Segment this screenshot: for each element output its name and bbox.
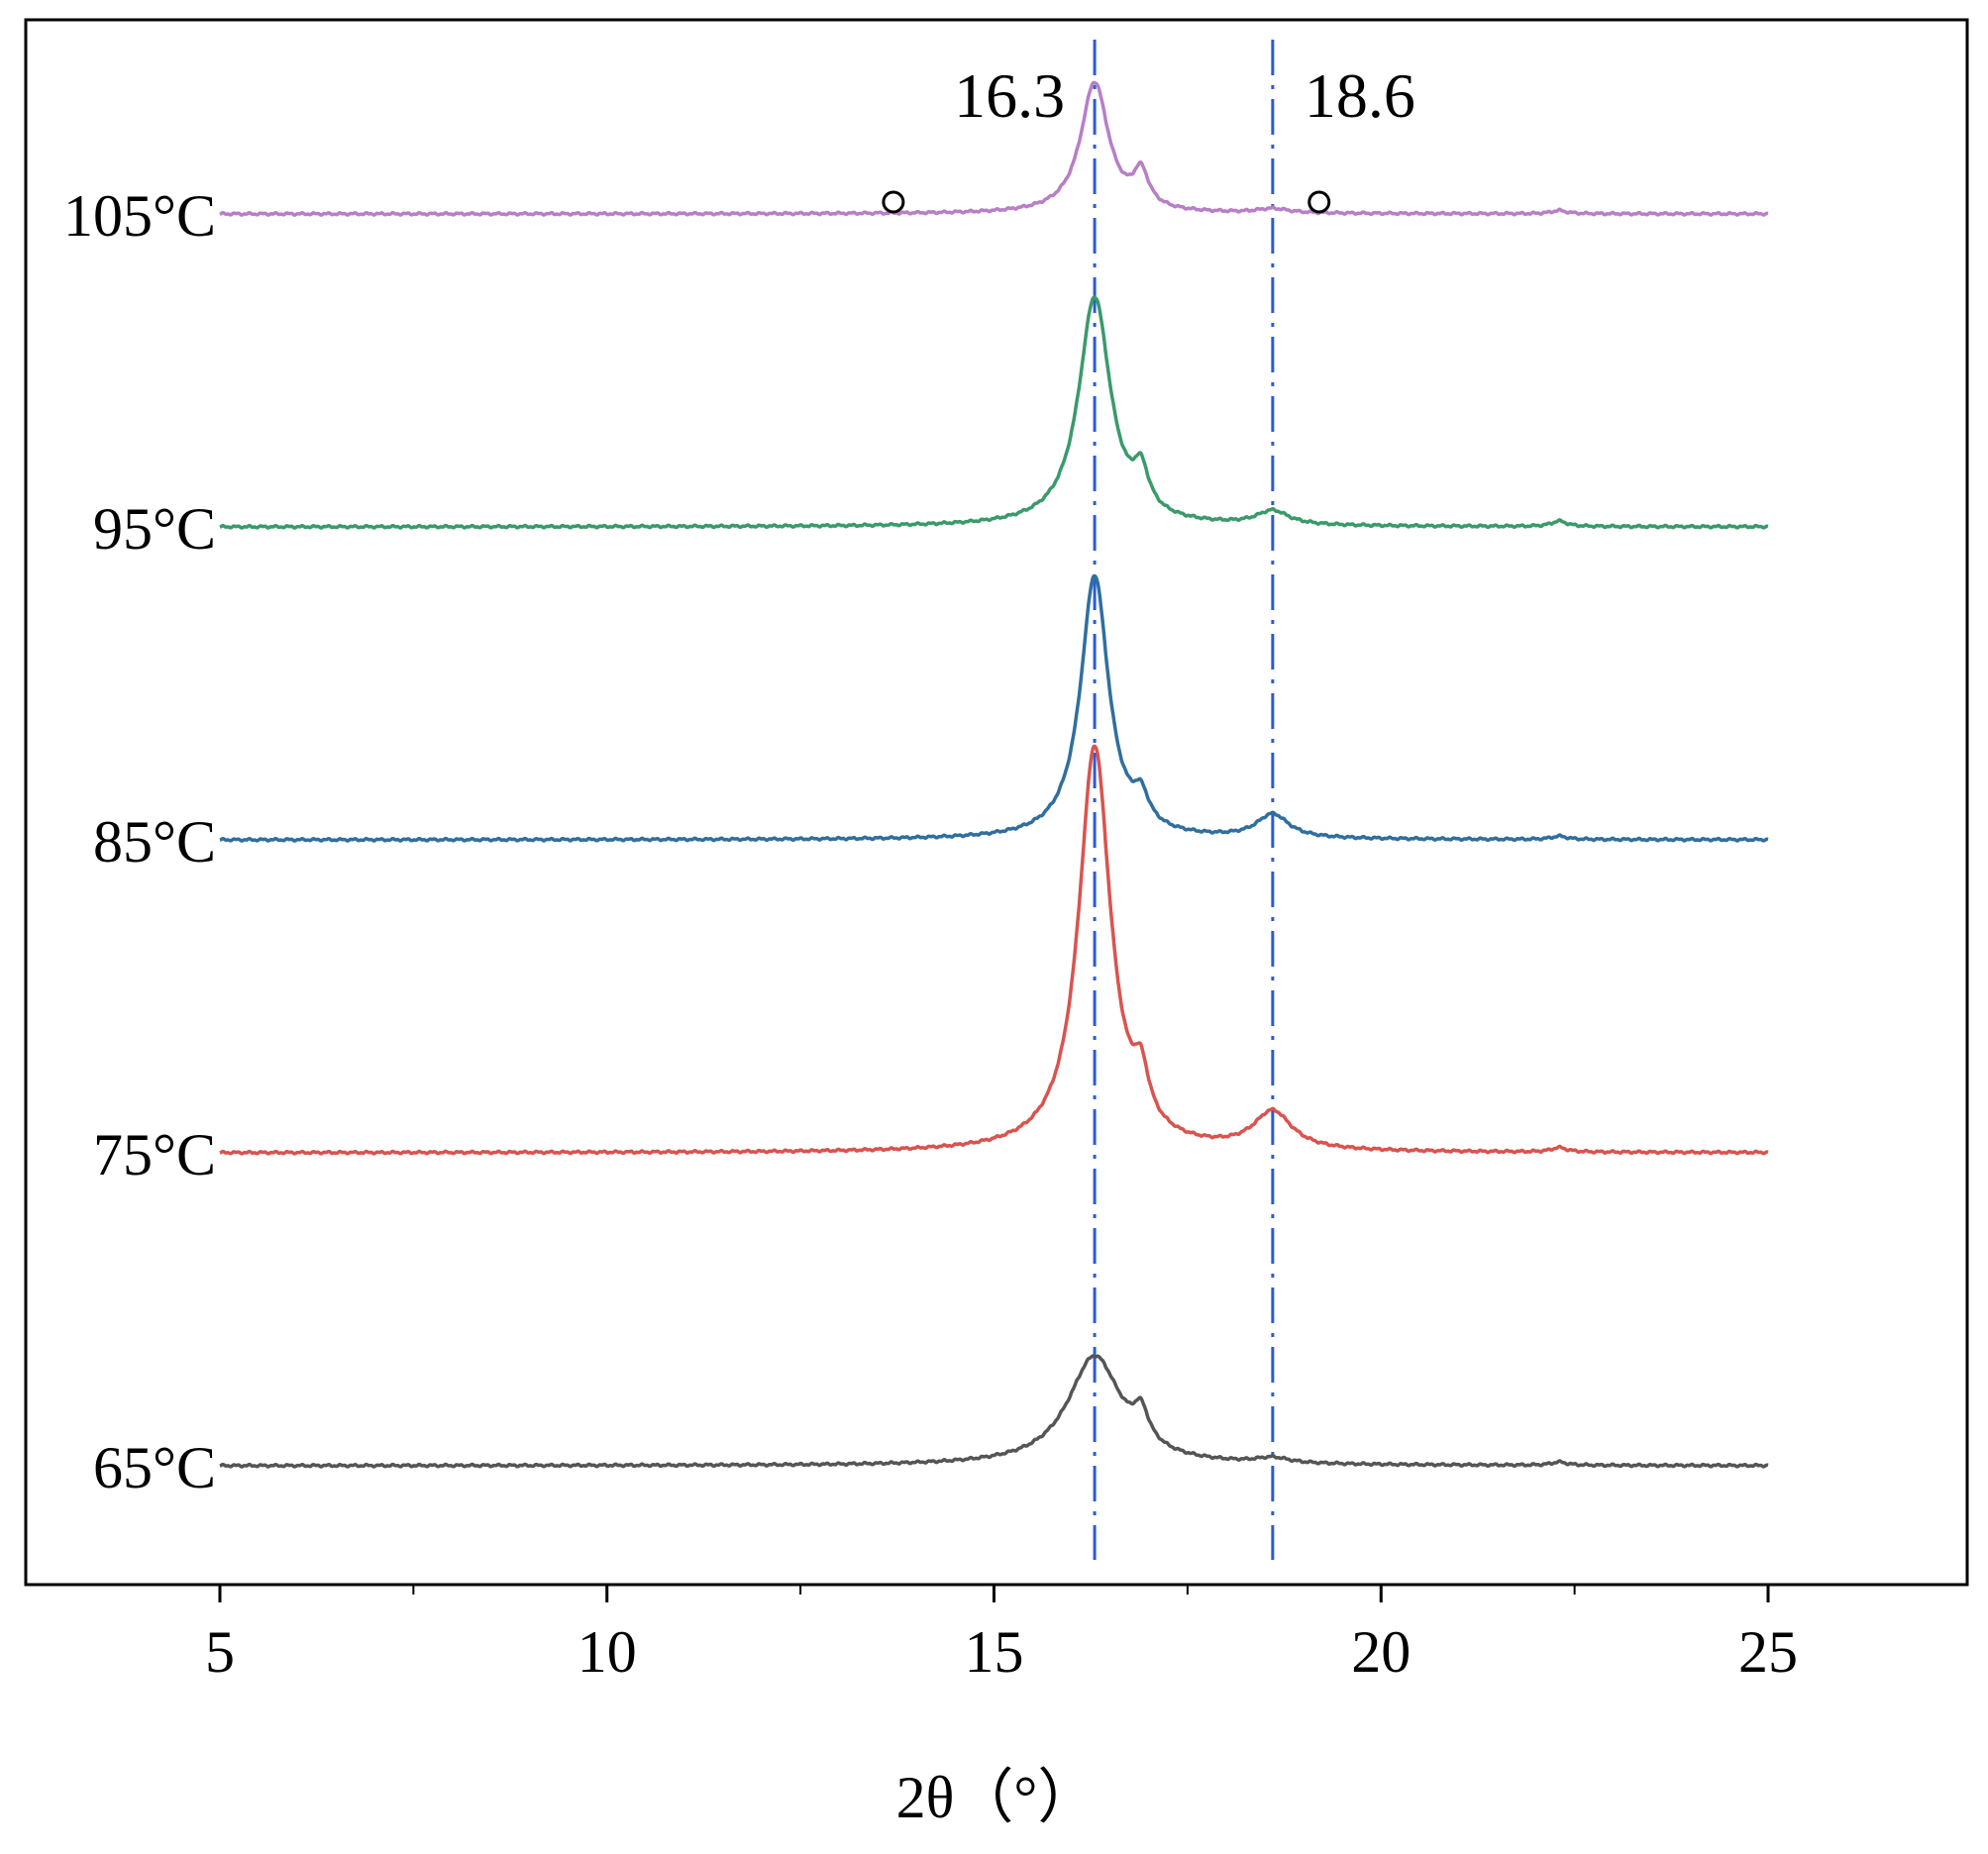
series-label-65°C: 65°C	[93, 1435, 216, 1500]
peak-label-18.6: 18.6	[1305, 60, 1415, 131]
x-tick-label-25: 25	[1738, 1619, 1798, 1685]
series-line-65°C	[219, 1354, 1769, 1469]
x-tick-label-15: 15	[965, 1619, 1024, 1685]
series-label-105°C: 105°C	[63, 183, 216, 249]
series-line-75°C	[219, 744, 1769, 1156]
series-line-85°C	[219, 573, 1769, 843]
x-tick-label-5: 5	[205, 1619, 235, 1685]
x-tick-label-20: 20	[1351, 1619, 1411, 1685]
series-label-85°C: 85°C	[93, 809, 216, 875]
peak-labels: 16.3 18.6	[954, 60, 1415, 131]
x-tick-label-10: 10	[577, 1619, 637, 1685]
series-line-95°C	[219, 295, 1769, 530]
series-label-95°C: 95°C	[93, 496, 216, 562]
series-group	[219, 80, 1769, 1469]
peak-lines	[1093, 40, 1275, 1560]
marker-circle-0	[882, 190, 905, 214]
series-line-105°C	[219, 80, 1769, 217]
marker-circle-1	[1308, 190, 1331, 214]
markers	[882, 190, 1331, 214]
series-label-75°C: 75°C	[93, 1122, 216, 1187]
peak-label-16.3: 16.3	[954, 60, 1065, 131]
series-labels: 65°C 75°C 85°C 95°C 105°C	[63, 183, 216, 1500]
x-axis: 5 10 15 20 25	[205, 1585, 1798, 1685]
x-axis-label: 2θ（°）	[896, 1765, 1098, 1830]
plot-frame	[24, 18, 1969, 1587]
